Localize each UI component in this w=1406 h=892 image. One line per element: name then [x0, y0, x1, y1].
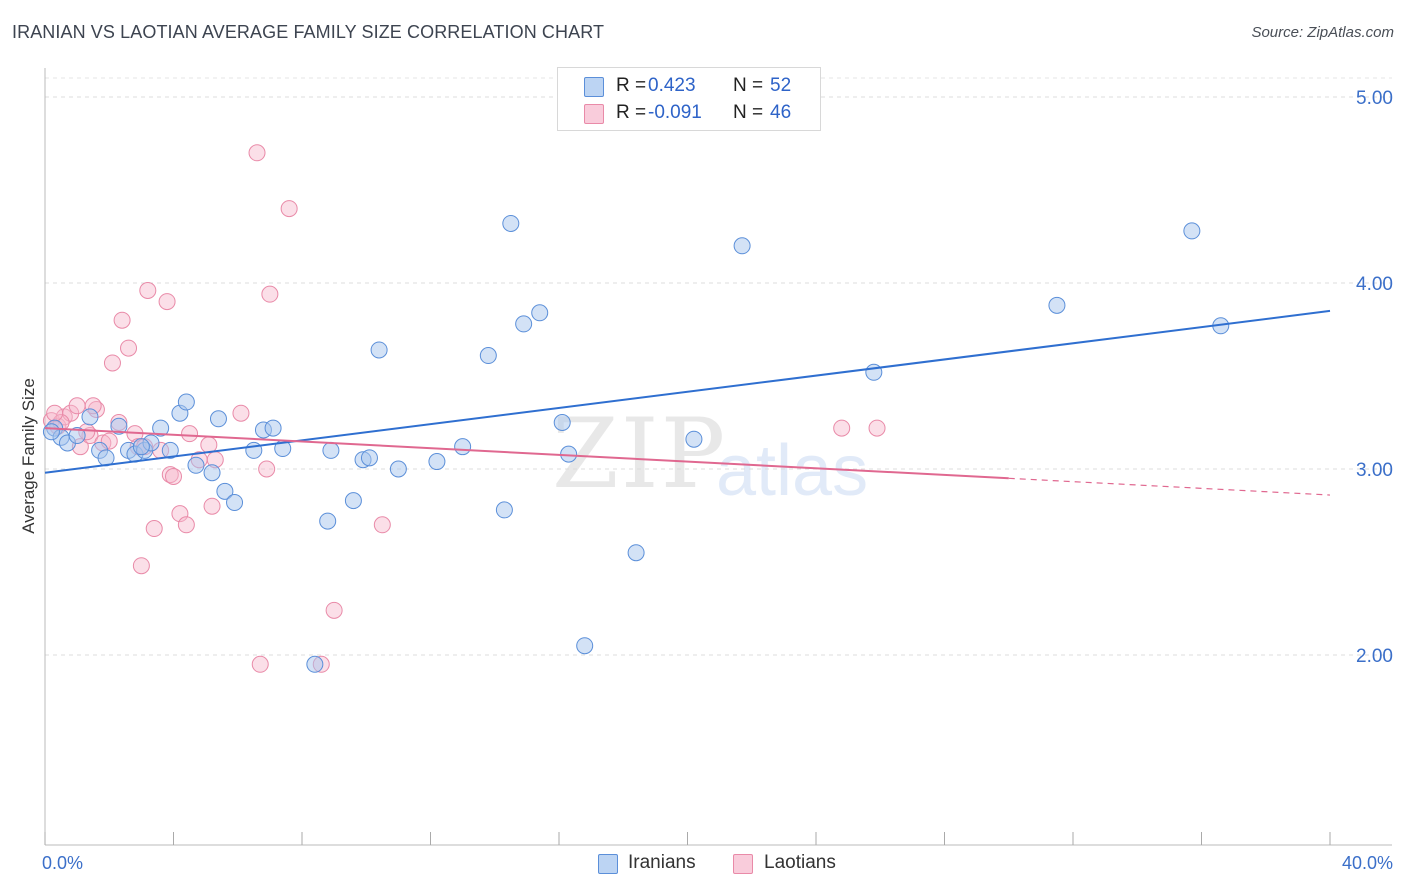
legend-swatch-laotians [733, 854, 753, 874]
legend-r-value: 0.423 [648, 75, 696, 96]
iranians-point [370, 341, 388, 359]
y-tick-label: 3.00 [1356, 460, 1393, 481]
iranians-point [264, 419, 282, 437]
laotians-point [68, 397, 86, 415]
legend-label-laotians: Laotians [764, 852, 836, 873]
laotians-point [158, 293, 176, 311]
iranians-point [389, 460, 407, 478]
iranians-point [319, 512, 337, 530]
laotians-point [113, 311, 131, 329]
iranians-point [502, 214, 520, 232]
laotians-point [280, 200, 298, 218]
laotians-point [132, 557, 150, 575]
legend-label-iranians: Iranians [628, 852, 696, 873]
y-tick-label: 2.00 [1356, 646, 1393, 667]
y-tick-label: 5.00 [1356, 88, 1393, 109]
laotians-trend-line [44, 427, 1009, 480]
iranians-point [360, 449, 378, 467]
iranians-point [81, 408, 99, 426]
y-tick-label: 4.00 [1356, 274, 1393, 295]
laotians-point [251, 655, 269, 673]
iranians-point [68, 427, 86, 445]
laotians-point [120, 339, 138, 357]
laotians-trend-extension [1008, 477, 1331, 496]
legend-r-label: R = [616, 75, 647, 96]
laotians-point [868, 419, 886, 437]
legend-row-iranians: R = 0.423 N = 52 [558, 74, 820, 100]
iranians-trend-line [44, 309, 1331, 474]
iranians-point [428, 453, 446, 471]
iranians-point [161, 441, 179, 459]
legend-r-value: -0.091 [648, 102, 702, 123]
laotians-point [325, 601, 343, 619]
iranians-point [203, 464, 221, 482]
legend-r-label: R = [616, 102, 647, 123]
laotians-point [181, 425, 199, 443]
iranians-point [1048, 296, 1066, 314]
series-legend: Iranians Laotians [0, 852, 1406, 876]
chart-source: Source: ZipAtlas.com [1251, 24, 1394, 41]
laotians-point [145, 520, 163, 538]
iranians-point [733, 237, 751, 255]
iranians-point [132, 438, 150, 456]
laotians-point [203, 497, 221, 515]
laotians-point [232, 404, 250, 422]
laotians-point [46, 404, 64, 422]
iranians-point [454, 438, 472, 456]
y-axis-label: Average Family Size [19, 378, 38, 534]
legend-n-value: 52 [770, 75, 792, 96]
legend-n-label: N = [733, 102, 764, 123]
laotians-point [177, 516, 195, 534]
legend-n-label: N = [733, 75, 764, 96]
legend-swatch-iranians [584, 77, 604, 97]
iranians-point [152, 419, 170, 437]
laotians-point [248, 144, 266, 162]
laotians-point [833, 419, 851, 437]
iranians-point [344, 492, 362, 510]
iranians-point [553, 414, 571, 431]
iranians-point [479, 347, 497, 365]
legend-swatch-laotians [584, 104, 604, 124]
watermark-zip: ZIP [552, 398, 728, 510]
legend-row-laotians: R = -0.091 N = 46 [558, 101, 820, 127]
x-tick-label: 0.0% [42, 853, 83, 873]
x-tick-label: 40.0% [1342, 853, 1393, 873]
iranians-point [187, 456, 205, 474]
iranians-point [226, 493, 244, 511]
iranians-point [576, 637, 594, 655]
laotians-point [373, 516, 391, 534]
iranians-point [216, 482, 234, 500]
iranians-point [627, 544, 645, 562]
iranians-point [209, 410, 227, 428]
legend-swatch-iranians [598, 854, 618, 874]
iranians-point [495, 501, 513, 519]
laotians-point [165, 467, 182, 485]
watermark-atlas: atlas [716, 431, 869, 511]
iranians-point [515, 315, 533, 333]
laotians-point [258, 460, 276, 478]
iranians-point [42, 423, 60, 441]
iranians-point [110, 417, 128, 435]
iranians-point [306, 655, 324, 673]
iranians-point [1183, 222, 1201, 240]
chart-title: IRANIAN VS LAOTIAN AVERAGE FAMILY SIZE C… [12, 22, 605, 42]
laotians-point [103, 354, 121, 372]
iranians-point [531, 304, 549, 322]
laotians-point [139, 281, 157, 299]
stats-legend: R = 0.423 N = 52 R = -0.091 N = 46 [557, 67, 821, 131]
iranians-point [685, 430, 703, 448]
iranians-point [322, 441, 340, 459]
laotians-point [261, 285, 279, 303]
legend-n-value: 46 [770, 102, 792, 123]
iranians-point [177, 393, 195, 411]
